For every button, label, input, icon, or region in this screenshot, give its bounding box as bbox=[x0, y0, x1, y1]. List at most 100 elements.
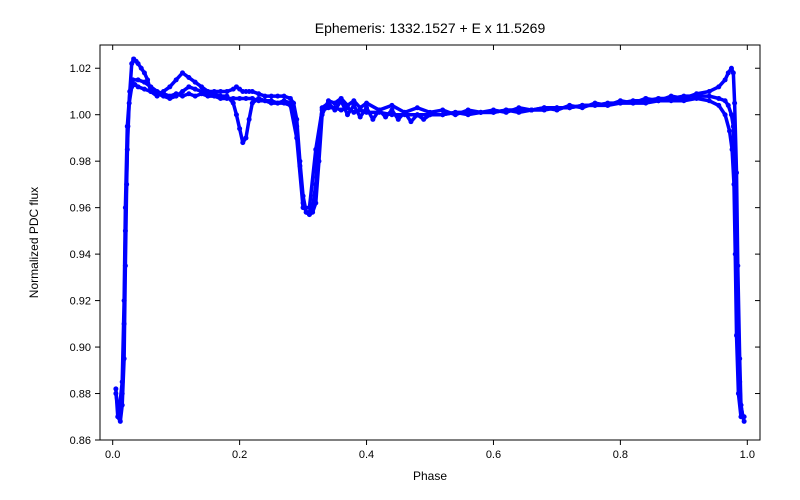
data-point bbox=[727, 128, 732, 133]
data-point bbox=[240, 140, 245, 145]
data-point bbox=[364, 110, 369, 115]
data-point bbox=[694, 96, 699, 101]
data-point bbox=[250, 101, 255, 106]
data-point bbox=[122, 298, 127, 303]
x-ticks: 0.00.20.40.60.81.0 bbox=[105, 45, 755, 461]
data-point bbox=[396, 117, 401, 122]
data-point bbox=[643, 101, 648, 106]
data-point bbox=[421, 117, 426, 122]
data-point bbox=[313, 147, 318, 152]
data-point bbox=[733, 252, 738, 257]
y-tick-label: 1.00 bbox=[70, 110, 91, 122]
chart-svg: 0.00.20.40.60.81.0 0.860.880.900.920.940… bbox=[0, 0, 800, 500]
data-point bbox=[389, 103, 394, 108]
data-point bbox=[681, 94, 686, 99]
data-point bbox=[716, 84, 721, 89]
data-point bbox=[332, 105, 337, 110]
data-point bbox=[167, 94, 172, 99]
data-point bbox=[726, 103, 731, 108]
data-point bbox=[193, 80, 198, 85]
data-point bbox=[139, 66, 144, 71]
data-point bbox=[275, 101, 280, 106]
data-point bbox=[580, 103, 585, 108]
data-point bbox=[247, 117, 252, 122]
x-tick-label: 0.6 bbox=[486, 449, 501, 461]
data-point bbox=[218, 89, 223, 94]
y-tick-label: 0.98 bbox=[70, 156, 91, 168]
y-tick-label: 0.92 bbox=[70, 296, 91, 308]
data-point bbox=[669, 98, 674, 103]
data-point bbox=[301, 205, 306, 210]
data-point bbox=[345, 105, 350, 110]
data-point bbox=[288, 96, 293, 101]
data-point bbox=[707, 89, 712, 94]
data-point bbox=[161, 91, 166, 96]
x-tick-label: 0.4 bbox=[359, 449, 374, 461]
data-point bbox=[174, 91, 179, 96]
data-point bbox=[199, 91, 204, 96]
data-point bbox=[294, 135, 299, 140]
y-tick-label: 1.02 bbox=[70, 63, 91, 75]
data-point bbox=[466, 110, 471, 115]
data-point bbox=[269, 94, 274, 99]
data-point bbox=[364, 105, 369, 110]
data-point bbox=[681, 98, 686, 103]
x-tick-label: 0.2 bbox=[232, 449, 247, 461]
data-series bbox=[113, 56, 746, 423]
data-point bbox=[723, 98, 728, 103]
data-point bbox=[730, 147, 735, 152]
data-point bbox=[218, 96, 223, 101]
data-point bbox=[734, 333, 739, 338]
data-point bbox=[231, 96, 236, 101]
data-point bbox=[345, 112, 350, 117]
series-line bbox=[116, 85, 744, 417]
data-point bbox=[237, 126, 242, 131]
data-point bbox=[250, 96, 255, 101]
data-point bbox=[731, 124, 736, 129]
data-point bbox=[326, 105, 331, 110]
data-point bbox=[453, 110, 458, 115]
data-point bbox=[732, 101, 737, 106]
data-point bbox=[117, 410, 122, 415]
data-point bbox=[370, 117, 375, 122]
data-point bbox=[136, 77, 141, 82]
data-point bbox=[282, 94, 287, 99]
data-point bbox=[193, 94, 198, 99]
y-ticks: 0.860.880.900.920.940.960.981.001.02 bbox=[70, 63, 760, 447]
data-point bbox=[742, 419, 747, 424]
data-point bbox=[125, 124, 130, 129]
y-tick-label: 0.90 bbox=[70, 342, 91, 354]
x-axis-label: Phase bbox=[413, 469, 447, 483]
data-point bbox=[113, 386, 118, 391]
data-point bbox=[155, 89, 160, 94]
data-point bbox=[656, 98, 661, 103]
data-point bbox=[631, 101, 636, 106]
data-point bbox=[440, 112, 445, 117]
data-point bbox=[174, 77, 179, 82]
data-point bbox=[554, 105, 559, 110]
data-point bbox=[326, 101, 331, 106]
plot-border bbox=[100, 45, 760, 440]
data-point bbox=[307, 210, 312, 215]
data-point bbox=[263, 98, 268, 103]
data-point bbox=[136, 61, 141, 66]
data-point bbox=[504, 108, 509, 113]
data-point bbox=[269, 101, 274, 106]
data-point bbox=[131, 77, 136, 82]
series-line bbox=[119, 80, 741, 417]
data-point bbox=[148, 84, 153, 89]
x-tick-label: 0.8 bbox=[613, 449, 628, 461]
data-point bbox=[288, 103, 293, 108]
data-point bbox=[142, 87, 147, 92]
data-point bbox=[282, 101, 287, 106]
data-point bbox=[723, 112, 728, 117]
data-point bbox=[193, 87, 198, 92]
data-point bbox=[529, 108, 534, 113]
chart-container: 0.00.20.40.60.81.0 0.860.880.900.920.940… bbox=[0, 0, 800, 500]
data-point bbox=[402, 112, 407, 117]
data-point bbox=[377, 110, 382, 115]
data-point bbox=[313, 182, 318, 187]
data-point bbox=[120, 379, 125, 384]
data-point bbox=[428, 112, 433, 117]
data-point bbox=[415, 112, 420, 117]
